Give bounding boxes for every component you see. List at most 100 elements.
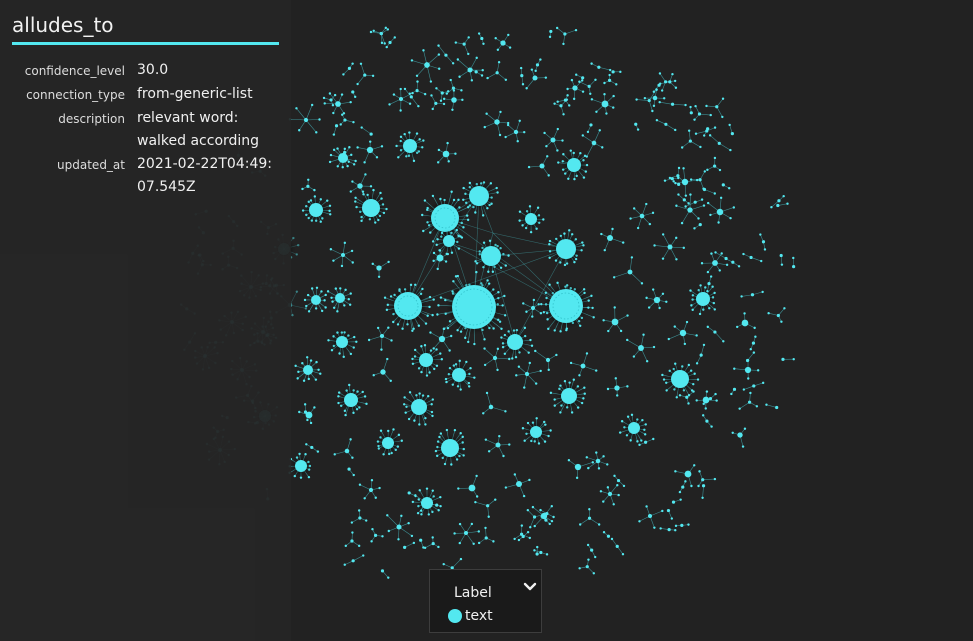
graph-node-cluster[interactable] [298, 406, 316, 425]
graph-node-cluster[interactable] [603, 73, 618, 86]
graph-node-cluster[interactable] [445, 78, 463, 95]
graph-node-cluster[interactable] [590, 62, 612, 72]
graph-node-cluster[interactable] [684, 198, 704, 208]
graph-node-cluster[interactable] [515, 361, 542, 389]
graph-node-cluster[interactable] [432, 249, 449, 271]
graph-node-cluster[interactable] [351, 90, 357, 99]
graph-node-cluster[interactable] [677, 193, 690, 205]
graph-node-cluster[interactable] [626, 333, 656, 363]
graph-node-cluster[interactable] [749, 335, 757, 351]
graph-node-cluster[interactable] [672, 180, 681, 187]
graph-node-cluster[interactable] [504, 473, 531, 498]
graph-node-cluster[interactable] [600, 227, 625, 252]
graph-node-cluster[interactable] [661, 362, 700, 399]
graph-node-cluster[interactable] [328, 146, 357, 169]
graph-node-cluster[interactable] [611, 70, 622, 74]
graph-node-cluster[interactable] [556, 94, 571, 107]
graph-node-cluster[interactable] [635, 88, 658, 113]
graph-node-cluster[interactable] [770, 194, 785, 209]
graph-node-cluster[interactable] [435, 87, 450, 102]
graph-node-cluster[interactable] [663, 176, 680, 182]
graph-node-cluster[interactable] [301, 195, 332, 223]
graph-node-cluster[interactable] [376, 428, 403, 456]
graph-node-cluster[interactable] [425, 502, 439, 507]
graph-node-cluster[interactable] [454, 36, 470, 56]
graph-node-cluster[interactable] [437, 44, 455, 65]
graph-node-cluster[interactable] [383, 283, 435, 333]
graph-node-cluster[interactable] [680, 129, 702, 149]
graph-node-cluster[interactable] [370, 527, 384, 543]
graph-node-cluster[interactable] [474, 239, 510, 273]
graph-node-cluster[interactable] [742, 381, 765, 391]
graph-node-cluster[interactable] [457, 474, 479, 498]
graph-node-cluster[interactable] [629, 202, 655, 230]
graph-node-cluster[interactable] [371, 260, 390, 278]
graph-node-cluster[interactable] [347, 467, 355, 477]
graph-node-cluster[interactable] [555, 26, 578, 46]
graph-node-cluster[interactable] [305, 443, 320, 453]
graph-node-cluster[interactable] [500, 326, 534, 360]
graph-node-cluster[interactable] [569, 352, 598, 377]
graph-node-cluster[interactable] [456, 56, 484, 82]
graph-node-cluster[interactable] [701, 414, 713, 428]
graph-node-cluster[interactable] [668, 166, 685, 183]
graph-node-cluster[interactable] [645, 288, 668, 310]
graph-node-cluster[interactable] [527, 155, 550, 177]
graph-node-cluster[interactable] [486, 61, 508, 82]
graph-node-cluster[interactable] [477, 526, 495, 545]
graph-node-cluster[interactable] [742, 252, 763, 263]
graph-node-cluster[interactable] [731, 427, 747, 448]
graph-node-cluster[interactable] [395, 131, 425, 163]
graph-node-cluster[interactable] [436, 270, 507, 346]
graph-node-cluster[interactable] [388, 87, 414, 112]
graph-node-cluster[interactable] [349, 173, 373, 196]
graph-node-cluster[interactable] [735, 312, 756, 330]
graph-node-cluster[interactable] [740, 290, 764, 298]
graph-node-cluster[interactable] [666, 508, 674, 520]
graph-node-cluster[interactable] [543, 127, 564, 152]
graph-node-cluster[interactable] [578, 508, 601, 526]
graph-node-cluster[interactable] [518, 205, 545, 234]
graph-node-cluster[interactable] [671, 498, 682, 504]
graph-node-cluster[interactable] [695, 390, 718, 410]
graph-node-cluster[interactable] [792, 256, 796, 269]
graph-node-cluster[interactable] [678, 480, 687, 494]
graph-node-cluster[interactable] [697, 470, 717, 488]
graph-node-cluster[interactable] [708, 134, 732, 152]
graph-node-cluster[interactable] [434, 428, 465, 466]
graph-node-cluster[interactable] [618, 413, 647, 443]
graph-node-cluster[interactable] [706, 156, 722, 172]
graph-node-cluster[interactable] [470, 68, 484, 77]
graph-node-cluster[interactable] [638, 505, 664, 529]
graph-node-cluster[interactable] [674, 167, 699, 197]
graph-node-cluster[interactable] [599, 484, 620, 506]
graph-node-cluster[interactable] [706, 275, 713, 293]
chevron-down-icon[interactable] [522, 579, 538, 595]
graph-node-cluster[interactable] [421, 190, 470, 244]
graph-node-cluster[interactable] [484, 434, 511, 458]
graph-node-cluster[interactable] [323, 92, 352, 115]
graph-node-cluster[interactable] [689, 105, 693, 115]
graph-node-cluster[interactable] [360, 126, 373, 136]
graph-node-cluster[interactable] [557, 149, 589, 181]
graph-node-cluster[interactable] [367, 326, 393, 351]
graph-node-cluster[interactable] [738, 391, 759, 410]
graph-node-cluster[interactable] [706, 325, 725, 343]
graph-node-cluster[interactable] [728, 123, 734, 136]
graph-node-cluster[interactable] [326, 287, 352, 313]
graph-node-cluster[interactable] [658, 72, 677, 92]
graph-node-cluster[interactable] [578, 558, 596, 575]
graph-node-cluster[interactable] [386, 514, 414, 541]
graph-node-cluster[interactable] [477, 32, 485, 45]
graph-node-cluster[interactable] [322, 93, 337, 107]
graph-node-cluster[interactable] [301, 178, 316, 192]
graph-node-cluster[interactable] [402, 391, 434, 426]
graph-node-cluster[interactable] [653, 233, 685, 261]
graph-node-cluster[interactable] [303, 286, 327, 313]
graph-node-cluster[interactable] [535, 545, 539, 556]
graph-node-cluster[interactable] [483, 347, 511, 372]
graph-node-cluster[interactable] [429, 327, 453, 352]
graph-node-cluster[interactable] [372, 357, 392, 382]
graph-node-cluster[interactable] [356, 62, 375, 86]
graph-node-cluster[interactable] [549, 378, 586, 414]
